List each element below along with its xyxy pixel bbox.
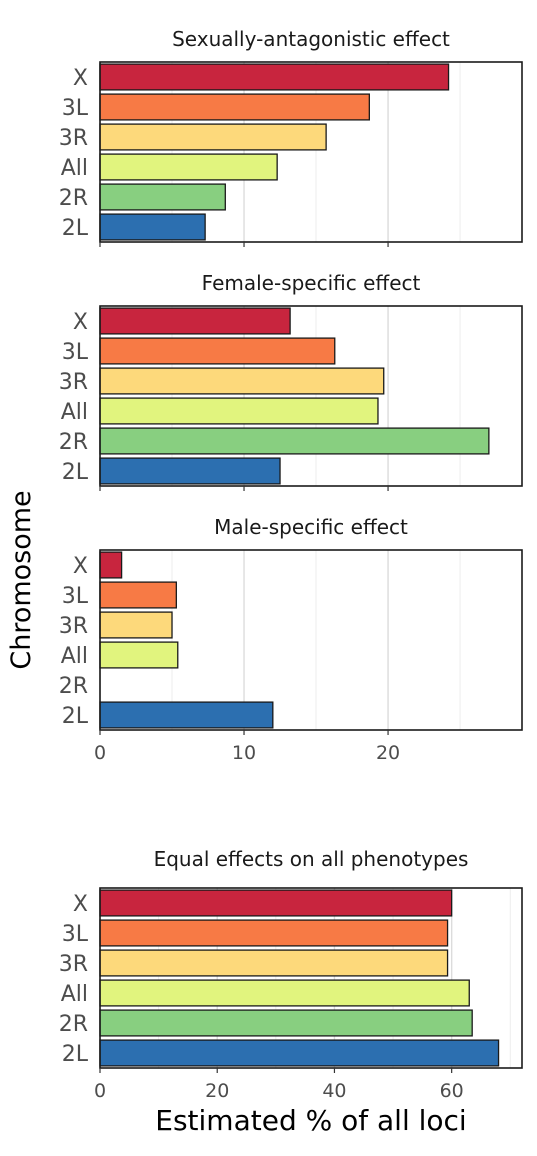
category-label: 2R (59, 674, 88, 699)
bar-All (99, 397, 379, 425)
category-label: 2L (62, 1042, 89, 1067)
panel-title: Equal effects on all phenotypes (154, 847, 469, 871)
tick-label: 0 (94, 1080, 106, 1102)
category-label: 3R (59, 126, 88, 151)
bar-3R (99, 123, 327, 151)
category-label: X (73, 892, 88, 917)
bar-X (99, 889, 453, 917)
bar-3L (99, 919, 449, 947)
panel-2: Female-specific effect X 3L 3R All 2R 2L (59, 271, 523, 491)
category-label: 3L (62, 584, 89, 609)
bar-3L (99, 93, 370, 121)
panel-4: Equal effects on all phenotypes X 3L 3R All 2… (59, 847, 523, 1102)
bar-X (99, 307, 291, 335)
bar-2R (99, 183, 226, 211)
tick-label: 40 (322, 1080, 346, 1102)
category-label: 3L (62, 922, 89, 947)
category-label: X (73, 554, 88, 579)
bar-3L (99, 581, 177, 609)
category-label: 2L (62, 216, 89, 241)
bar-3R (99, 611, 173, 639)
category-label: All (61, 644, 88, 669)
bar-2L (99, 701, 274, 729)
category-label: All (61, 400, 88, 425)
category-label: X (73, 310, 88, 335)
tick-label: 0 (94, 742, 106, 764)
panel-frame (99, 61, 523, 243)
bar-All (99, 153, 278, 181)
bar-3R (99, 949, 449, 977)
panel-title: Sexually-antagonistic effect (172, 27, 450, 51)
bar-3R (99, 367, 385, 395)
bar-2R (99, 1009, 473, 1037)
category-label: 3R (59, 614, 88, 639)
panel-frame (99, 887, 523, 1069)
tick-label: 20 (376, 742, 400, 764)
bar-2L (99, 1039, 500, 1067)
tick-label: 20 (205, 1080, 229, 1102)
category-label: 2L (62, 704, 89, 729)
bar-2L (99, 457, 281, 485)
bar-2L (99, 213, 206, 241)
bar-All (99, 979, 470, 1007)
category-label: 3R (59, 952, 88, 977)
category-label: All (61, 982, 88, 1007)
category-label: 2R (59, 1012, 88, 1037)
category-label: 3R (59, 370, 88, 395)
category-label: 2L (62, 460, 89, 485)
bar-3L (99, 337, 336, 365)
tick-label: 60 (440, 1080, 464, 1102)
panel-1: Sexually-antagonistic effect X 3L 3R All 2R 2L (59, 27, 523, 247)
bar-X (99, 551, 123, 579)
panel-frame (99, 549, 523, 731)
category-label: 3L (62, 340, 89, 365)
bar-All (99, 641, 179, 669)
bar-X (99, 63, 450, 91)
panel-3: Male-specific effect X 3L 3R All 2R 2L0 10 20 (59, 515, 523, 764)
panel-frame (99, 305, 523, 487)
y-axis-title: Chromosome (6, 490, 37, 669)
bar-2R (99, 427, 490, 455)
panel-title: Female-specific effect (202, 271, 421, 295)
tick-label: 10 (232, 742, 256, 764)
category-label: X (73, 66, 88, 91)
x-axis-title: Estimated % of all loci (155, 1104, 466, 1137)
category-label: 3L (62, 96, 89, 121)
category-label: 2R (59, 430, 88, 455)
category-label: All (61, 156, 88, 181)
panel-title: Male-specific effect (214, 515, 408, 539)
category-label: 2R (59, 186, 88, 211)
